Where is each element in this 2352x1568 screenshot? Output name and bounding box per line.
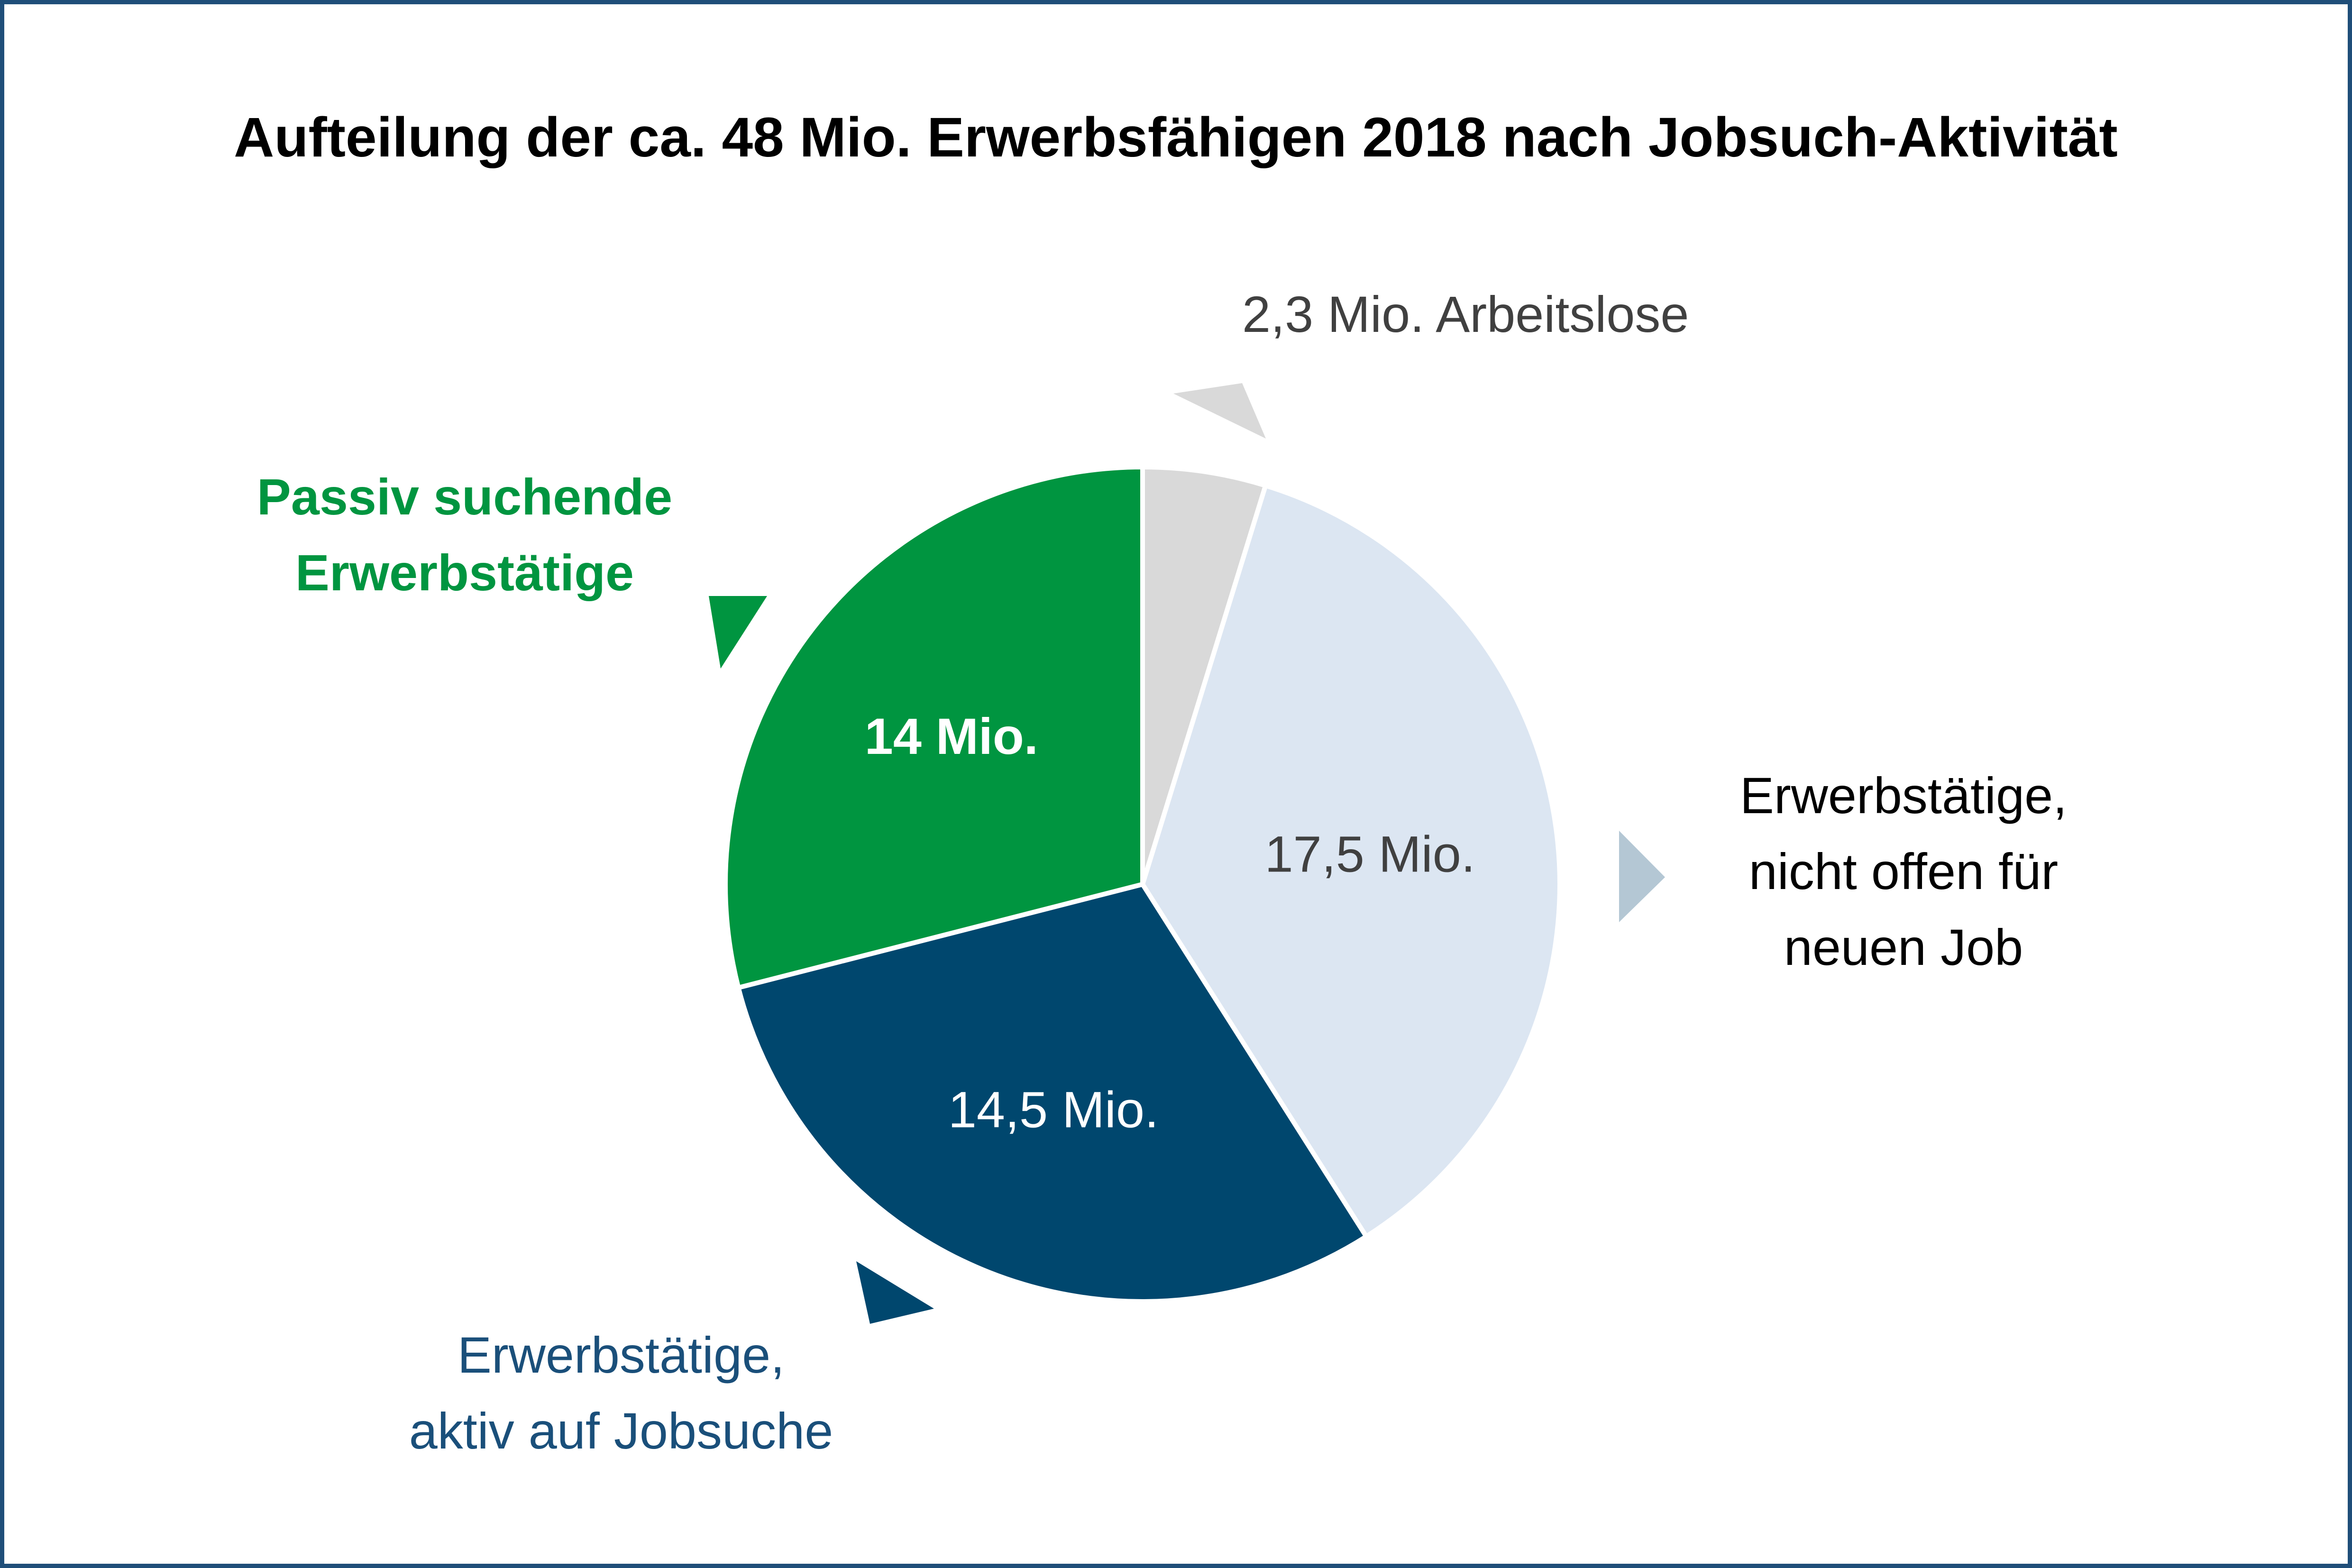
callout-arrow-icon [709,596,767,669]
callout-label-arbeitslose: 2,3 Mio. Arbeitslose [1242,285,1689,343]
pie-slices [723,465,1562,1304]
callout-arrows [709,383,1665,1324]
callout-arrow-icon [1173,383,1266,439]
callout-label-erwerbstätige-aktiv-auf-jobsuche: aktiv auf Jobsuche [409,1402,833,1459]
callout-arrow-icon [1619,831,1665,922]
pie-slice-erwerbstätige-aktiv-auf-jobsuche [736,882,1369,1304]
slice-value-label: 14,5 Mio. [948,1081,1159,1138]
callout-label-erwerbstätige-nicht-offen-für-neuen-job: neuen Job [1784,918,2023,976]
callout-label-erwerbstätige-aktiv-auf-jobsuche: Erwerbstätige, [458,1326,785,1384]
slice-value-label: 14 Mio. [865,707,1038,765]
chart-title: Aufteilung der ca. 48 Mio. Erwerbsfähige… [234,106,2118,169]
callout-label-passiv-suchende-erwerbstätige: Passiv suchende [257,468,672,525]
pie-slice-erwerbstätige-nicht-offen-für-neuen-job [1140,483,1562,1239]
callout-arrow-icon [856,1261,934,1324]
callout-label-passiv-suchende-erwerbstätige: Erwerbstätige [295,544,634,601]
pie-slice-passiv-suchende-erwerbstätige [723,465,1145,990]
callout-labels: 2,3 Mio. Arbeitslose Erwerbstätige, nicht … [257,285,2067,1459]
slice-labels: 17,5 Mio. 14,5 Mio. 14 Mio. [865,707,1475,1138]
slice-value-label: 17,5 Mio. [1265,825,1475,883]
callout-label-erwerbstätige-nicht-offen-für-neuen-job: Erwerbstätige, [1740,767,2067,824]
callout-label-erwerbstätige-nicht-offen-für-neuen-job: nicht offen für [1749,843,2058,900]
